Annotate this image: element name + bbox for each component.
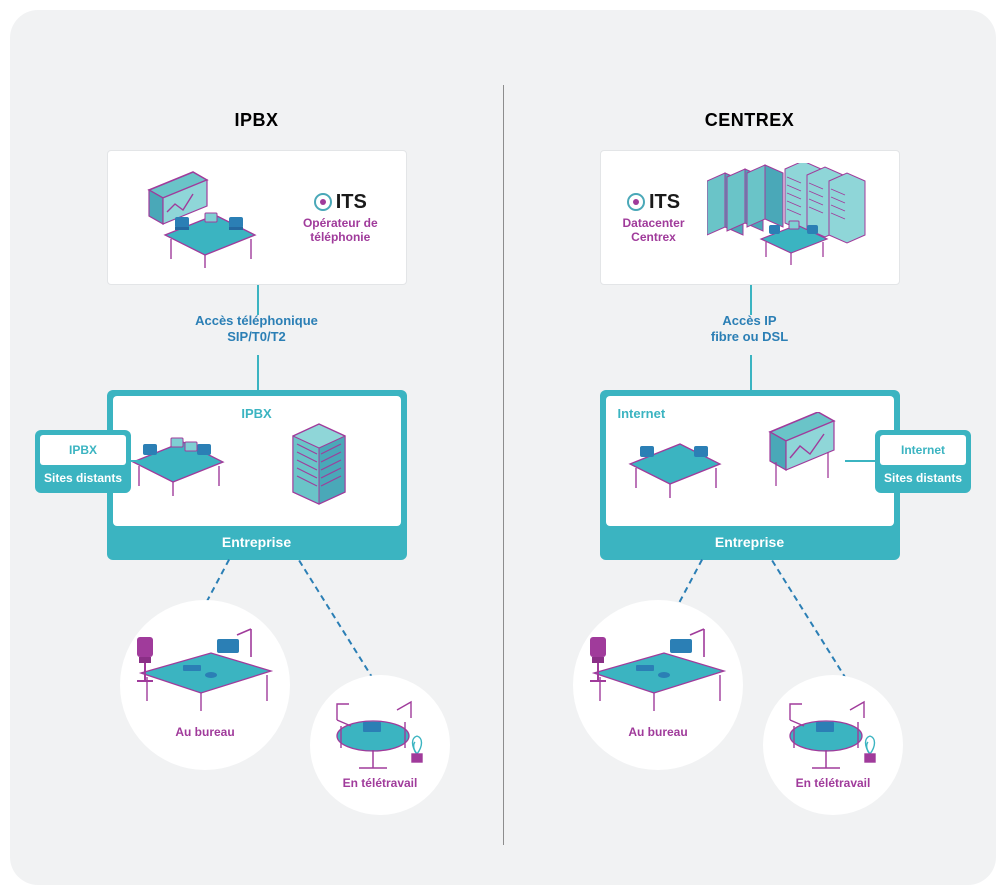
remote-table-icon: [778, 692, 888, 774]
remote-table-icon: [325, 692, 435, 774]
diagram-canvas: IPBX: [10, 10, 996, 885]
top-card-centrex: ITS Datacenter Centrex: [600, 150, 900, 285]
enterprise-footer: Entreprise: [606, 526, 894, 550]
side-box-ipbx: IPBX Sites distants: [35, 430, 131, 493]
remote-circle: En télétravail: [310, 675, 450, 815]
its-logo-text: ITS: [336, 191, 367, 214]
office-circle: Au bureau: [573, 600, 743, 770]
side-sub: Sites distants: [880, 465, 966, 485]
side-chip: IPBX: [40, 435, 126, 465]
side-chip: Internet: [880, 435, 966, 465]
its-sublabel: Opérateur de téléphonie: [303, 216, 378, 245]
dash-to-remote: [298, 560, 374, 680]
side-connector-right: [845, 460, 875, 462]
side-sub: Sites distants: [40, 465, 126, 485]
side-box-centrex: Internet Sites distants: [875, 430, 971, 493]
connector-top1: [750, 285, 752, 315]
remote-label: En télétravail: [796, 776, 871, 790]
its-datacenter: ITS Datacenter Centrex: [622, 191, 684, 245]
board-desk-icon: [620, 412, 880, 512]
side-connector-left: [131, 460, 161, 462]
remote-label: En télétravail: [343, 776, 418, 790]
column-ipbx: IPBX: [10, 10, 503, 885]
remote-circle: En télétravail: [763, 675, 903, 815]
title-ipbx: IPBX: [10, 110, 503, 131]
its-logo-icon: ITS: [622, 191, 684, 214]
enterprise-box-centrex: Internet: [600, 390, 900, 560]
column-centrex: CENTREX ITS Datacenter Centrex: [503, 10, 996, 885]
connector-top2: [750, 355, 752, 390]
desk-server-icon: [123, 418, 383, 513]
enterprise-box-ipbx: IPBX: [107, 390, 407, 560]
connector-top1: [257, 285, 259, 315]
board-desk-icon: [135, 168, 275, 268]
office-label: Au bureau: [628, 725, 687, 739]
access-label-centrex: Accès IP fibre ou DSL: [503, 313, 996, 346]
office-circle: Au bureau: [120, 600, 290, 770]
its-operator: ITS Opérateur de téléphonie: [303, 191, 378, 245]
enterprise-footer: Entreprise: [113, 526, 401, 550]
server-room-icon: [707, 163, 877, 273]
office-label: Au bureau: [175, 725, 234, 739]
its-eye-icon: [314, 193, 332, 211]
access-label-ipbx: Accès téléphonique SIP/T0/T2: [10, 313, 503, 346]
its-logo-icon: ITS: [303, 191, 378, 214]
title-centrex: CENTREX: [503, 110, 996, 131]
office-desk-icon: [588, 623, 728, 723]
its-eye-icon: [627, 193, 645, 211]
its-logo-text: ITS: [649, 191, 680, 214]
its-sublabel: Datacenter Centrex: [622, 216, 684, 245]
top-card-ipbx: ITS Opérateur de téléphonie: [107, 150, 407, 285]
dash-to-remote: [771, 560, 847, 680]
office-desk-icon: [135, 623, 275, 723]
connector-top2: [257, 355, 259, 390]
